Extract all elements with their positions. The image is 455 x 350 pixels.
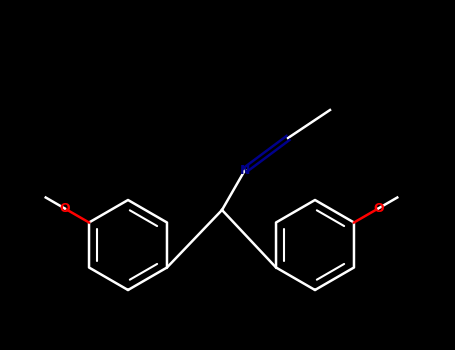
Text: O: O	[373, 202, 384, 215]
Text: N: N	[240, 163, 250, 176]
Text: O: O	[60, 202, 70, 215]
